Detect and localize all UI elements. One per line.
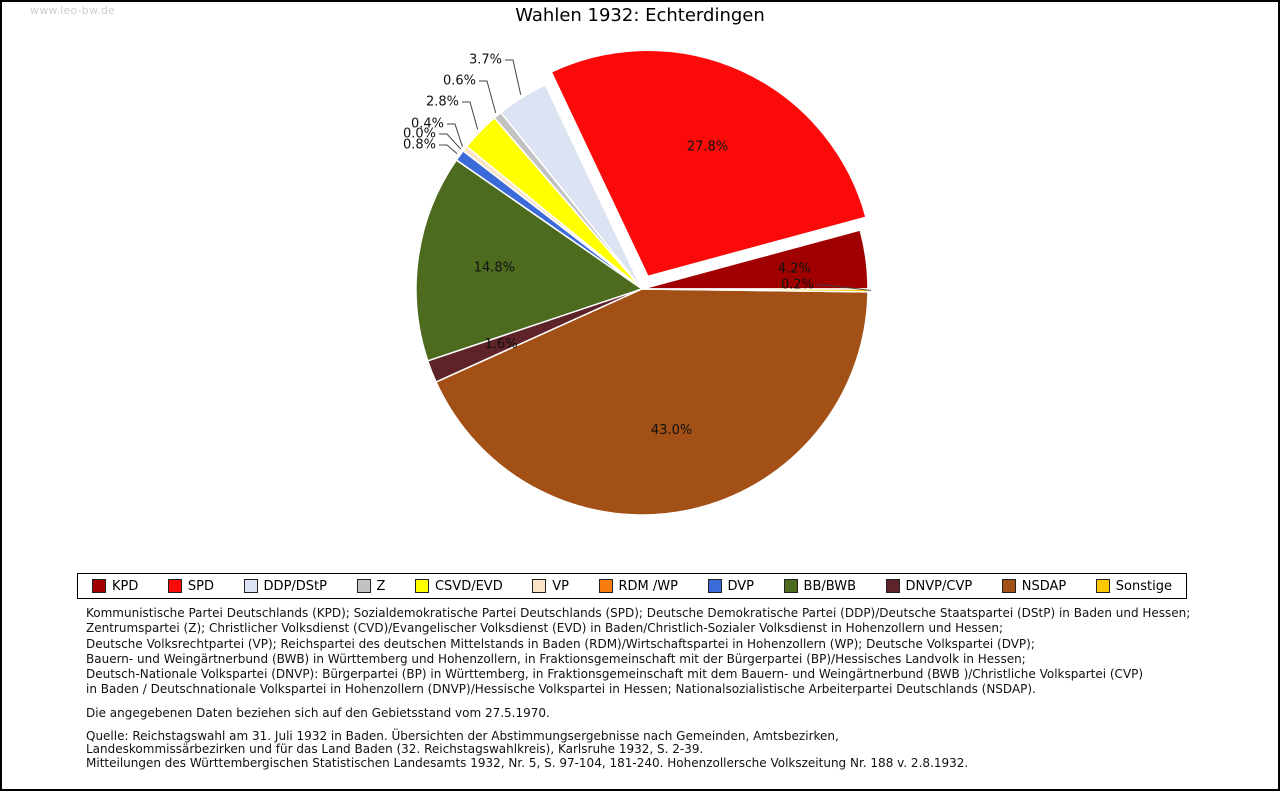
legend-label-kpd: KPD [112,578,139,594]
party-line: in Baden / Deutschnationale Volkspartei … [86,682,1036,697]
legend-item-dvp: DVP [707,578,755,594]
pie-value-label-vp: 0.4% [411,117,444,132]
legend-item-rdm-wp: RDM /WP [598,578,678,594]
pie-value-label-sonstige: 0.2% [781,278,814,293]
pie-leader-line-csvd-evd [462,101,479,130]
legend-swatch-dvp [707,579,722,593]
pie-leader-line-ddp-dstp [505,59,522,95]
pie-value-label-spd: 27.8% [687,140,728,155]
source-note: Quelle: Reichstagswahl am 31. Juli 1932 … [86,728,1238,771]
pie-leader-line-sonstige [817,284,872,291]
pie-leader-line-dvp [439,144,458,155]
legend-item-spd: SPD [167,578,215,594]
legend-swatch-bb-bwb [783,579,798,593]
legend-label-ddp-dstp: DDP/DStP [263,578,327,594]
legend-label-csvd-evd: CSVD/EVD [434,578,503,594]
legend-label-dnvp-cvp: DNVP/CVP [905,578,973,594]
party-line: Bauern- und Weingärtnerbund (BWB) in Wür… [86,651,1026,666]
legend-swatch-rdm-wp [598,579,613,593]
legend-item-sonstige: Sonstige [1095,578,1172,594]
watermark: www.leo-bw.de [30,4,116,17]
legend-item-dnvp-cvp: DNVP/CVP [885,578,973,594]
legend-swatch-vp [532,579,547,593]
legend-item-ddp-dstp: DDP/DStP [243,578,327,594]
party-abbreviations: Kommunistische Partei Deutschlands (KPD)… [86,606,1238,698]
legend-item-nsdap: NSDAP [1001,578,1067,594]
pie-value-label-bb-bwb: 14.8% [474,260,515,275]
legend-label-nsdap: NSDAP [1021,578,1067,594]
party-line: Deutsche Volksrechtpartei (VP); Reichspa… [86,636,1035,651]
legend-label-z: Z [376,578,386,594]
party-line: Zentrumspartei (Z); Christlicher Volksdi… [86,621,1004,636]
legend-swatch-spd [167,579,182,593]
party-line: Deutsch-Nationale Volkspartei (DNVP): Bü… [86,667,1144,682]
legend-item-bb-bwb: BB/BWB [783,578,856,594]
pie-leader-line-rdm-wp [439,133,462,150]
pie-chart: 4.2% 27.8% 3.7% 0.6% 2.8% 0.4%0.0%0.8% 14.8% 1.… [403,49,872,516]
legend-item-kpd: KPD [92,579,138,594]
pie-value-label-nsdap: 43.0% [651,423,692,438]
legend-label-rdm-wp: RDM /WP [618,578,678,594]
pie-slice-spd [550,49,867,278]
legend-swatch-kpd [92,579,106,593]
legend-item-csvd-evd: CSVD/EVD [414,578,503,594]
legend-label-spd: SPD [187,578,215,594]
legend-label-bb-bwb: BB/BWB [803,578,856,594]
pie-leader-line-vp [447,123,463,147]
legend-swatch-ddp-dstp [243,579,258,593]
source-line: Quelle: Reichstagswahl am 31. Juli 1932 … [86,728,839,743]
pie-leader-line-z [479,80,497,114]
notes: Kommunistische Partei Deutschlands (KPD)… [86,606,1238,771]
pie-value-label-dnvp-cvp: 1.6% [485,337,518,352]
source-line: Landeskommissärbezirken und für das Land… [86,742,704,757]
legend: KPD SPD DDP/DStP Z CSVD/EVD VP RDM /WP [77,573,1187,599]
legend-swatch-csvd-evd [414,579,429,593]
party-line: Kommunistische Partei Deutschlands (KPD)… [86,606,1191,620]
legend-swatch-dnvp-cvp [885,579,900,593]
pie-slice-bb-bwb [415,159,644,362]
source-line: Mitteilungen des Württembergischen Stati… [86,755,969,770]
legend-swatch-z [356,579,371,593]
legend-item-z: Z [356,578,386,594]
legend-label-sonstige: Sonstige [1115,578,1172,594]
pie-value-label-ddp-dstp: 3.7% [469,53,502,68]
legend-swatch-nsdap [1001,579,1016,593]
legend-label-dvp: DVP [727,578,755,594]
pie-slice-nsdap [435,288,869,516]
chart-title: Wahlen 1932: Echterdingen [515,5,765,26]
territory-note: Die angegebenen Daten beziehen sich auf … [86,705,550,720]
pie-value-label-z: 0.6% [443,74,476,89]
pie-value-label-csvd-evd: 2.8% [426,95,459,110]
legend-label-vp: VP [552,578,569,594]
legend-swatch-sonstige [1095,579,1110,593]
legend-item-vp: VP [532,579,569,594]
pie-value-label-kpd: 4.2% [778,261,811,276]
pie-value-label-rdm-wp: 0.0% [403,127,436,142]
pie-value-label-dvp: 0.8% [403,138,436,153]
